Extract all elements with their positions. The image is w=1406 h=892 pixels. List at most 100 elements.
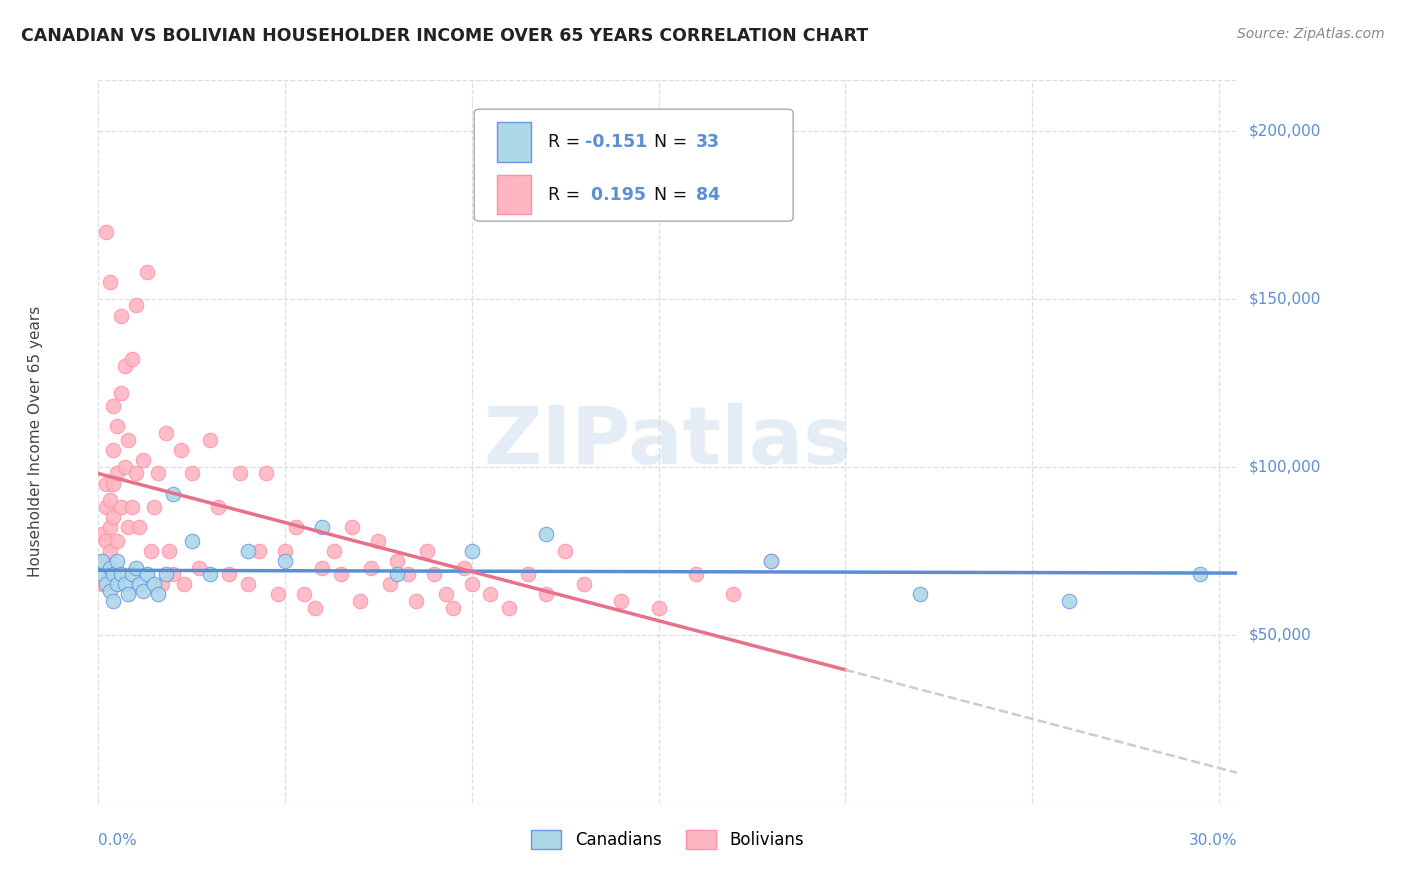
- Point: [311, 560, 333, 574]
- Point: [132, 453, 155, 467]
- Point: [91, 527, 114, 541]
- Point: [105, 467, 128, 481]
- Point: [146, 587, 169, 601]
- Text: N =: N =: [643, 186, 693, 203]
- Point: [143, 500, 166, 514]
- Point: [180, 533, 202, 548]
- Point: [103, 510, 125, 524]
- Text: CANADIAN VS BOLIVIAN HOUSEHOLDER INCOME OVER 65 YEARS CORRELATION CHART: CANADIAN VS BOLIVIAN HOUSEHOLDER INCOME …: [21, 27, 869, 45]
- Point: [110, 385, 132, 400]
- Point: [236, 543, 259, 558]
- Point: [110, 309, 132, 323]
- Point: [98, 584, 121, 599]
- Point: [132, 584, 155, 599]
- Text: 0.0%: 0.0%: [98, 833, 138, 848]
- Point: [94, 225, 117, 239]
- Point: [322, 543, 344, 558]
- Point: [103, 594, 125, 608]
- Point: [405, 594, 427, 608]
- Point: [117, 433, 139, 447]
- Legend: Canadians, Bolivians: Canadians, Bolivians: [524, 823, 811, 856]
- Point: [759, 554, 782, 568]
- Point: [229, 467, 252, 481]
- Point: [98, 493, 121, 508]
- Point: [247, 543, 270, 558]
- Point: [304, 600, 326, 615]
- Point: [536, 527, 558, 541]
- Point: [330, 567, 353, 582]
- Point: [91, 567, 114, 582]
- Point: [759, 554, 782, 568]
- Point: [146, 467, 169, 481]
- Text: R =: R =: [548, 133, 586, 151]
- Point: [125, 560, 148, 574]
- Point: [207, 500, 229, 514]
- Point: [461, 543, 484, 558]
- Point: [236, 577, 259, 591]
- Point: [91, 554, 114, 568]
- Point: [94, 577, 117, 591]
- Point: [516, 567, 538, 582]
- Text: Householder Income Over 65 years: Householder Income Over 65 years: [28, 306, 44, 577]
- Point: [94, 533, 117, 548]
- Text: R =: R =: [548, 186, 586, 203]
- Point: [453, 560, 475, 574]
- Point: [98, 543, 121, 558]
- Point: [285, 520, 308, 534]
- Point: [136, 265, 159, 279]
- Point: [110, 500, 132, 514]
- Text: ZIPatlas: ZIPatlas: [484, 402, 852, 481]
- Point: [536, 587, 558, 601]
- FancyBboxPatch shape: [498, 175, 531, 214]
- Point: [396, 567, 419, 582]
- Point: [200, 567, 222, 582]
- Text: $150,000: $150,000: [1249, 291, 1320, 306]
- Point: [685, 567, 707, 582]
- Point: [498, 600, 520, 615]
- Point: [155, 567, 177, 582]
- Point: [98, 275, 121, 289]
- Point: [125, 467, 148, 481]
- Point: [121, 500, 143, 514]
- Text: $50,000: $50,000: [1249, 627, 1312, 642]
- Point: [188, 560, 211, 574]
- Text: 84: 84: [696, 186, 720, 203]
- Point: [155, 426, 177, 441]
- Text: 30.0%: 30.0%: [1189, 833, 1237, 848]
- Point: [721, 587, 744, 601]
- Point: [385, 567, 408, 582]
- Text: 33: 33: [696, 133, 720, 151]
- FancyBboxPatch shape: [474, 109, 793, 221]
- Point: [103, 399, 125, 413]
- FancyBboxPatch shape: [498, 122, 531, 162]
- Point: [114, 459, 136, 474]
- Point: [311, 520, 333, 534]
- Point: [94, 500, 117, 514]
- Text: $200,000: $200,000: [1249, 123, 1320, 138]
- Point: [105, 533, 128, 548]
- Point: [292, 587, 315, 601]
- Point: [274, 554, 297, 568]
- Point: [367, 533, 389, 548]
- Point: [572, 577, 595, 591]
- Point: [378, 577, 401, 591]
- Point: [173, 577, 195, 591]
- Point: [479, 587, 502, 601]
- Point: [94, 476, 117, 491]
- Point: [125, 298, 148, 312]
- Point: [610, 594, 633, 608]
- Point: [1057, 594, 1080, 608]
- Text: $100,000: $100,000: [1249, 459, 1320, 475]
- Point: [162, 567, 184, 582]
- Point: [256, 467, 278, 481]
- Point: [110, 567, 132, 582]
- Point: [461, 577, 484, 591]
- Point: [103, 442, 125, 457]
- Point: [200, 433, 222, 447]
- Point: [103, 476, 125, 491]
- Point: [105, 419, 128, 434]
- Point: [349, 594, 371, 608]
- Point: [169, 442, 191, 457]
- Text: N =: N =: [643, 133, 693, 151]
- Point: [423, 567, 446, 582]
